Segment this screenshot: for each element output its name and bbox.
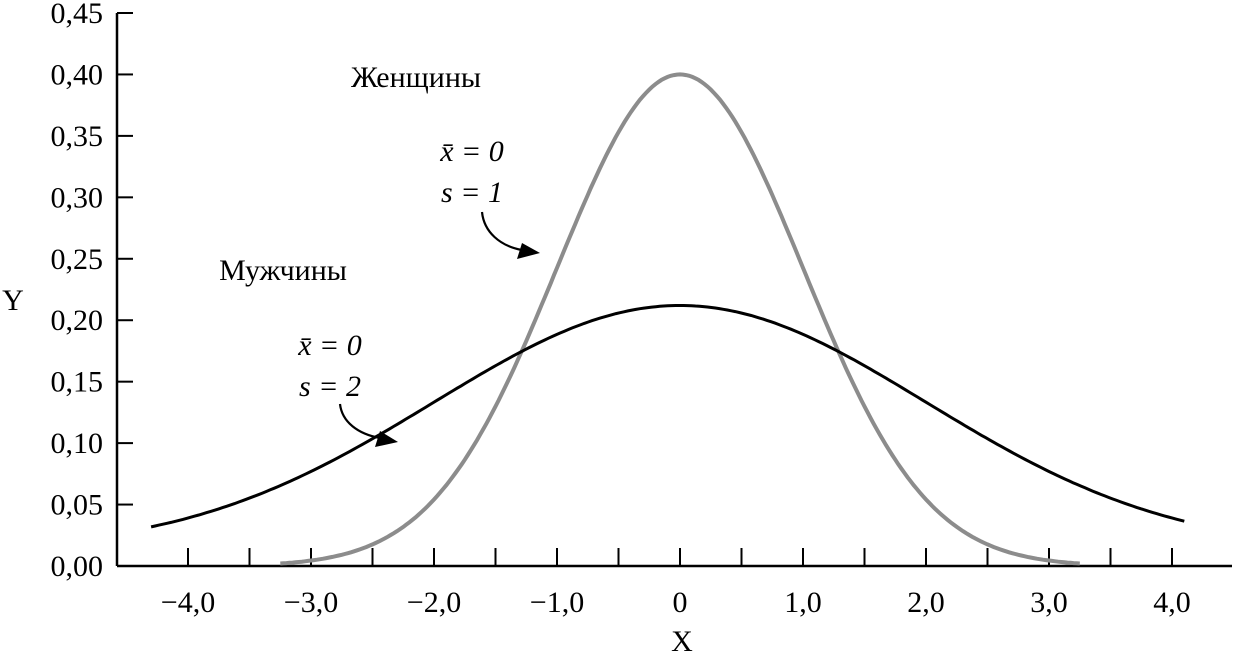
x-axis-title: X xyxy=(671,625,693,656)
x-tick-label: 3,0 xyxy=(1030,586,1068,619)
y-ticks: 0,00 0,05 0,10 0,15 0,20 0,25 0,30 0,35 0,40 0,45 xyxy=(51,0,133,583)
women-arrow xyxy=(480,211,523,252)
y-tick-label: 0,30 xyxy=(51,181,104,214)
x-tick-label: 0 xyxy=(673,586,688,619)
y-tick-label: 0,20 xyxy=(51,304,104,337)
women-sd-label: s = 1 xyxy=(441,176,503,209)
men-curve xyxy=(150,304,1185,529)
men-arrow xyxy=(338,403,381,440)
x-tick-label: −1,0 xyxy=(530,586,584,619)
y-tick-label: 0,15 xyxy=(51,366,104,399)
men-label: Мужчины xyxy=(219,254,347,287)
x-tick-label: −4,0 xyxy=(161,586,215,619)
curves xyxy=(150,72,1185,566)
x-tick-label: 4,0 xyxy=(1153,586,1191,619)
men-arrow-head xyxy=(375,431,398,447)
x-tick-label: 2,0 xyxy=(907,586,945,619)
y-tick-label: 0,25 xyxy=(51,243,104,276)
men-sd-label: s = 2 xyxy=(299,370,361,403)
y-tick-label: 0,10 xyxy=(51,427,104,460)
women-arrow-head xyxy=(517,243,540,259)
y-axis-title: Y xyxy=(2,284,24,317)
y-tick-label: 0,35 xyxy=(51,120,104,153)
men-mean-label: x̄ = 0 xyxy=(297,329,362,362)
x-tick-label: −2,0 xyxy=(407,586,461,619)
axes: −4,0 −3,0 −2,0 −1,0 0 1,0 2,0 3,0 4,0 0,000,050,… xyxy=(51,0,1232,619)
y-tick-label: 0,05 xyxy=(51,489,104,522)
y-tick-label: 0,45 xyxy=(51,0,104,30)
x-tick-label: −3,0 xyxy=(284,586,338,619)
y-tick-label: 0,40 xyxy=(51,58,104,91)
women-label: Женщины xyxy=(351,61,481,94)
x-tick-label: 1,0 xyxy=(784,586,822,619)
y-tick-label: 0,00 xyxy=(51,550,104,583)
women-mean-label: x̄ = 0 xyxy=(439,135,504,168)
x-ticks: −4,0 −3,0 −2,0 −1,0 0 1,0 2,0 3,0 4,0 xyxy=(161,548,1191,619)
women-curve xyxy=(280,72,1080,566)
